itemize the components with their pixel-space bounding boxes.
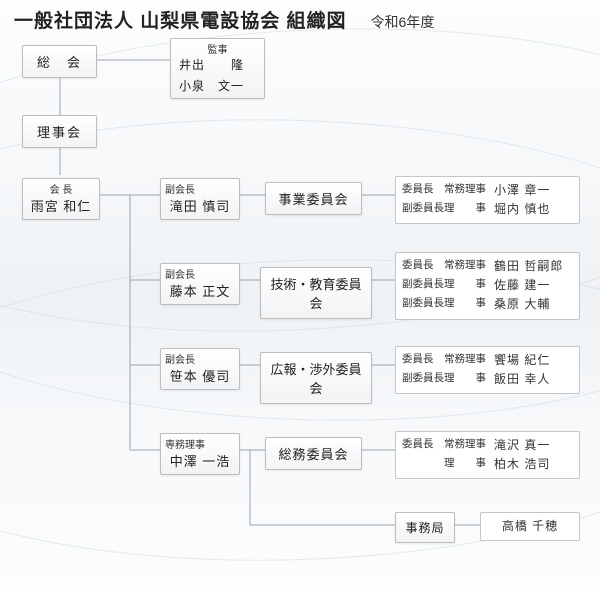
node-committee2: 技術・教育委員会 bbox=[260, 267, 372, 319]
member-role1: 委員長 bbox=[402, 436, 444, 455]
node-auditor: 監事 井出 隆 小泉 文一 bbox=[170, 38, 265, 99]
member-name: 柏木 浩司 bbox=[494, 455, 550, 474]
member-row: 委員長常務理事鶴田 哲嗣郎 bbox=[402, 257, 573, 276]
member-role1 bbox=[402, 455, 444, 474]
general-meeting-label: 総 会 bbox=[23, 46, 96, 77]
vp1-role: 副会長 bbox=[161, 179, 239, 196]
page-title: 一般社団法人 山梨県電設協会 組織図 bbox=[14, 6, 347, 33]
secretariat-member: 高橋 千穂 bbox=[480, 512, 580, 541]
node-committee1: 事業委員会 bbox=[265, 182, 362, 215]
member-role1: 委員長 bbox=[402, 351, 444, 370]
auditor-name-2: 小泉 文一 bbox=[171, 77, 264, 98]
member-role2: 常務理事 bbox=[444, 257, 494, 276]
vp2-name: 藤本 正文 bbox=[161, 281, 239, 304]
node-vp2: 副会長 藤本 正文 bbox=[160, 263, 240, 305]
member-role1: 副委員長 bbox=[402, 295, 444, 314]
member-role2: 理 事 bbox=[444, 200, 494, 219]
vp3-role: 副会長 bbox=[161, 349, 239, 366]
member-role1: 委員長 bbox=[402, 181, 444, 200]
member-role1: 副委員長 bbox=[402, 276, 444, 295]
member-name: 桑原 大輔 bbox=[494, 295, 550, 314]
member-role2: 理 事 bbox=[444, 455, 494, 474]
member-row: 委員長常務理事小澤 章一 bbox=[402, 181, 573, 200]
member-row: 理 事柏木 浩司 bbox=[402, 455, 573, 474]
vp2-role: 副会長 bbox=[161, 264, 239, 281]
member-row: 副委員長理 事桑原 大輔 bbox=[402, 295, 573, 314]
exec-role: 専務理事 bbox=[161, 434, 239, 451]
member-role2: 常務理事 bbox=[444, 436, 494, 455]
node-secretariat: 事務局 bbox=[395, 512, 455, 543]
member-role2: 常務理事 bbox=[444, 351, 494, 370]
committee1-label: 事業委員会 bbox=[266, 183, 361, 214]
member-name: 鶴田 哲嗣郎 bbox=[494, 257, 563, 276]
node-general-meeting: 総 会 bbox=[22, 45, 97, 78]
auditor-name-1: 井出 隆 bbox=[171, 56, 264, 77]
member-row: 委員長常務理事饗場 紀仁 bbox=[402, 351, 573, 370]
member-role2: 常務理事 bbox=[444, 181, 494, 200]
secretariat-label: 事務局 bbox=[396, 513, 454, 542]
member-role1: 委員長 bbox=[402, 257, 444, 276]
member-name: 堀内 慎也 bbox=[494, 200, 550, 219]
committee4-label: 総務委員会 bbox=[266, 438, 361, 469]
node-exec: 専務理事 中澤 一浩 bbox=[160, 433, 240, 475]
president-name: 雨宮 和仁 bbox=[23, 196, 99, 219]
node-board: 理事会 bbox=[22, 115, 97, 148]
members-committee4: 委員長常務理事滝沢 真一理 事柏木 浩司 bbox=[395, 431, 580, 479]
member-name: 佐藤 建一 bbox=[494, 276, 550, 295]
vp3-name: 笹本 優司 bbox=[161, 366, 239, 389]
member-row: 副委員長理 事堀内 慎也 bbox=[402, 200, 573, 219]
member-name: 飯田 幸人 bbox=[494, 370, 550, 389]
member-name: 饗場 紀仁 bbox=[494, 351, 550, 370]
node-vp3: 副会長 笹本 優司 bbox=[160, 348, 240, 390]
header: 一般社団法人 山梨県電設協会 組織図 令和6年度 bbox=[14, 6, 586, 33]
member-row: 副委員長理 事飯田 幸人 bbox=[402, 370, 573, 389]
members-committee2: 委員長常務理事鶴田 哲嗣郎副委員長理 事佐藤 建一副委員長理 事桑原 大輔 bbox=[395, 252, 580, 320]
member-role2: 理 事 bbox=[444, 295, 494, 314]
president-role: 会 長 bbox=[23, 179, 99, 196]
member-row: 委員長常務理事滝沢 真一 bbox=[402, 436, 573, 455]
node-committee4: 総務委員会 bbox=[265, 437, 362, 470]
member-role1: 副委員長 bbox=[402, 370, 444, 389]
board-label: 理事会 bbox=[23, 116, 96, 147]
member-role2: 理 事 bbox=[444, 370, 494, 389]
node-vp1: 副会長 滝田 慎司 bbox=[160, 178, 240, 220]
secretariat-name: 高橋 千穂 bbox=[502, 519, 558, 533]
members-committee3: 委員長常務理事饗場 紀仁副委員長理 事飯田 幸人 bbox=[395, 346, 580, 394]
node-committee3: 広報・渉外委員会 bbox=[260, 352, 372, 404]
vp1-name: 滝田 慎司 bbox=[161, 196, 239, 219]
committee3-label: 広報・渉外委員会 bbox=[261, 353, 371, 403]
member-role2: 理 事 bbox=[444, 276, 494, 295]
member-role1: 副委員長 bbox=[402, 200, 444, 219]
members-committee1: 委員長常務理事小澤 章一副委員長理 事堀内 慎也 bbox=[395, 176, 580, 224]
committee2-label: 技術・教育委員会 bbox=[261, 268, 371, 318]
auditor-role: 監事 bbox=[171, 39, 264, 56]
member-row: 副委員長理 事佐藤 建一 bbox=[402, 276, 573, 295]
member-name: 滝沢 真一 bbox=[494, 436, 550, 455]
node-president: 会 長 雨宮 和仁 bbox=[22, 178, 100, 220]
exec-name: 中澤 一浩 bbox=[161, 451, 239, 474]
fiscal-year: 令和6年度 bbox=[371, 12, 435, 32]
member-name: 小澤 章一 bbox=[494, 181, 550, 200]
